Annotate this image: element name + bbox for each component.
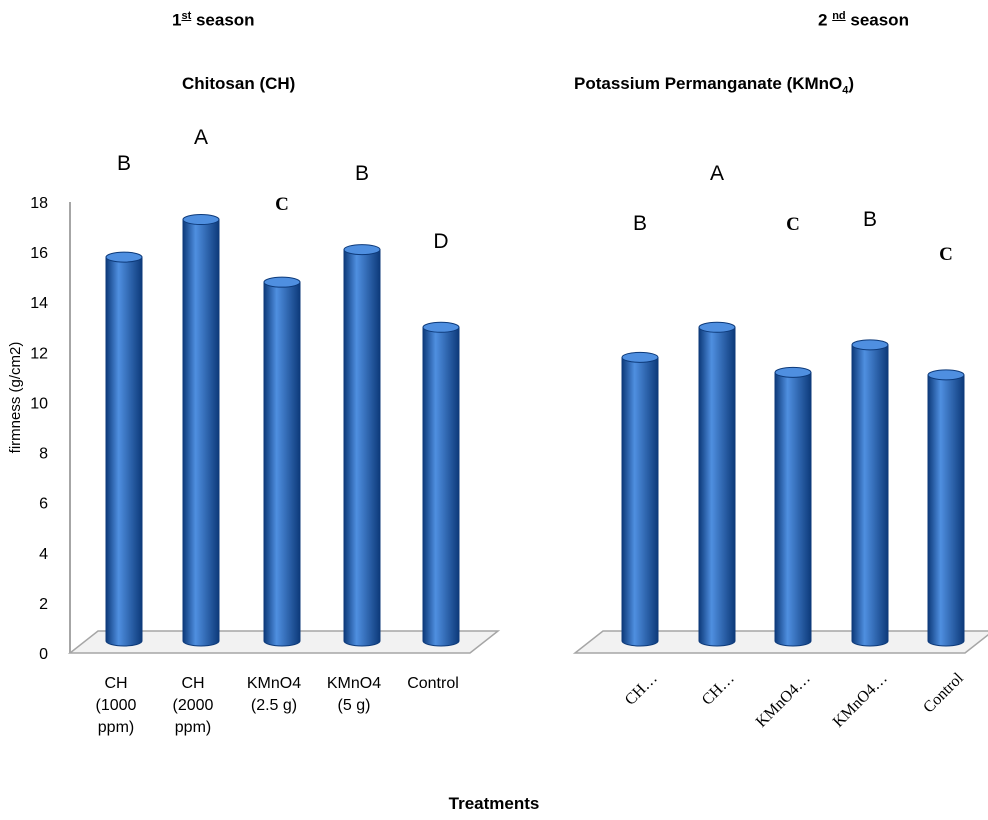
chart-2-bar xyxy=(774,371,812,647)
chart-2-category-label: CH… xyxy=(622,670,661,709)
chart-2-bar xyxy=(927,374,965,647)
chart-1-significance-letter: C xyxy=(275,194,289,215)
y-tick-label: 18 xyxy=(30,195,48,212)
chart-1-category-label: KMnO4 xyxy=(247,675,301,692)
x-axis-title: Treatments xyxy=(448,794,540,813)
chart-2-significance-letter: C xyxy=(939,244,953,265)
chart-1-bar-top xyxy=(263,276,301,288)
chart-2-bar xyxy=(698,326,736,647)
y-tick-label: 2 xyxy=(39,596,48,613)
y-tick-label: 4 xyxy=(39,546,48,563)
chart-1-subtitle: Chitosan (CH) xyxy=(182,74,296,93)
chart-2-category-label: Control xyxy=(920,669,967,716)
chart-1-category-label: (2.5 g) xyxy=(251,697,297,714)
chart-2-bar-top xyxy=(698,321,736,333)
chart-2-bar-top xyxy=(774,366,812,378)
chart-2-significance-letter: A xyxy=(710,162,724,185)
y-tick-label: 6 xyxy=(39,496,48,513)
chart-1-bar-top xyxy=(182,214,220,226)
chart-1-bar xyxy=(422,326,460,647)
chart-2-bar-top xyxy=(851,339,889,351)
chart-2-bar-top xyxy=(927,369,965,381)
chart-1-bar xyxy=(182,219,220,647)
chart-2-bar-top xyxy=(621,351,659,363)
y-tick-label: 16 xyxy=(30,245,48,262)
chart-1-category-label: ppm) xyxy=(175,719,211,736)
chart-1-category-label: ppm) xyxy=(98,719,134,736)
chart-1-significance-letter: A xyxy=(194,126,208,149)
season-1-title: 1st season xyxy=(172,10,255,30)
chart-1-category-label: Control xyxy=(407,675,459,692)
chart-1-category-label: (2000 xyxy=(173,697,214,714)
chart-1-significance-letter: D xyxy=(433,230,448,253)
chart-2-significance-letter: B xyxy=(863,208,877,231)
chart-1-bar xyxy=(263,281,301,647)
chart-2-bar xyxy=(621,356,659,647)
chart-2-category-label: CH… xyxy=(699,670,738,709)
y-tick-label: 14 xyxy=(30,295,48,312)
chart-2-category-label: KMnO4… xyxy=(830,670,891,731)
chart-1-bar-top xyxy=(343,244,381,256)
chart-1-bar xyxy=(343,249,381,647)
chart-1-category-label: CH xyxy=(104,675,127,692)
chart-1-category-label: KMnO4 xyxy=(327,675,381,692)
y-axis-label: firmness (g/cm2) xyxy=(7,342,24,454)
chart-2-bar xyxy=(851,344,889,647)
chart-1-bar xyxy=(105,256,143,647)
chart-1-significance-letter: B xyxy=(117,152,131,175)
chart-1-category-label: (1000 xyxy=(96,697,137,714)
chart-2-significance-letter: B xyxy=(633,212,647,235)
y-tick-label: 10 xyxy=(30,395,48,412)
chart-1-significance-letter: B xyxy=(355,162,369,185)
chart-1-bar-top xyxy=(422,321,460,333)
chart-1-category-label: CH xyxy=(181,675,204,692)
chart-2-category-label: KMnO4… xyxy=(753,670,814,731)
chart-2-significance-letter: C xyxy=(786,214,800,235)
chart-1-category-label: (5 g) xyxy=(338,697,371,714)
chart-2-subtitle: Potassium Permanganate (KMnO4) xyxy=(574,74,855,97)
chart-1-bar-top xyxy=(105,251,143,263)
season-2-title: 2 nd season xyxy=(818,10,909,30)
y-tick-label: 12 xyxy=(30,345,48,362)
y-tick-label: 0 xyxy=(39,646,48,663)
y-tick-label: 8 xyxy=(39,446,48,463)
